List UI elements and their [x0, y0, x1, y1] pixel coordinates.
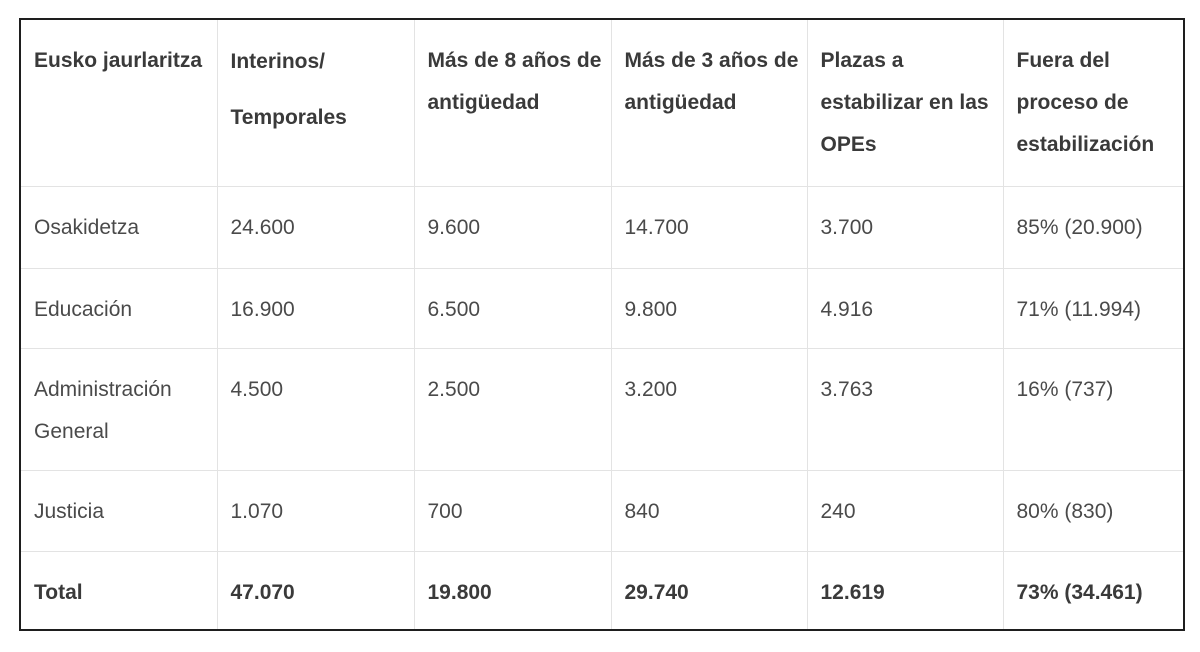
cell-interinos: 16.900 — [217, 268, 415, 349]
cell-mas-8-anos: 6.500 — [414, 268, 612, 349]
table-row: Justicia 1.070 700 840 240 80% (830) — [21, 470, 1183, 552]
header-mas-de-8-anos: Más de 8 años de antigüedad — [414, 20, 612, 187]
table-row: Educación 16.900 6.500 9.800 4.916 71% (… — [21, 268, 1183, 349]
cell-entity: Administración General — [21, 348, 218, 471]
cell-entity: Educación — [21, 268, 218, 349]
header-fuera-del-proceso: Fuera del proceso de estabilización — [1003, 20, 1183, 187]
header-eusko-jaurlaritza: Eusko jaurlaritza — [21, 20, 218, 187]
stabilization-table: Eusko jaurlaritza Interinos/ Temporales … — [21, 20, 1183, 629]
cell-interinos: 24.600 — [217, 186, 415, 269]
cell-plazas: 3.763 — [807, 348, 1004, 471]
cell-fuera: 16% (737) — [1003, 348, 1183, 471]
header-interinos-temporales: Interinos/ Temporales — [217, 20, 415, 187]
cell-fuera: 85% (20.900) — [1003, 186, 1183, 269]
cell-interinos: 4.500 — [217, 348, 415, 471]
cell-plazas: 4.916 — [807, 268, 1004, 349]
header-mas-de-3-anos: Más de 3 años de antigüedad — [611, 20, 808, 187]
cell-mas-3-anos: 3.200 — [611, 348, 808, 471]
total-label: Total — [21, 551, 218, 629]
total-mas-3-anos: 29.740 — [611, 551, 808, 629]
cell-plazas: 240 — [807, 470, 1004, 552]
table-row: Osakidetza 24.600 9.600 14.700 3.700 85%… — [21, 186, 1183, 269]
cell-plazas: 3.700 — [807, 186, 1004, 269]
cell-entity: Justicia — [21, 470, 218, 552]
total-plazas: 12.619 — [807, 551, 1004, 629]
total-mas-8-anos: 19.800 — [414, 551, 612, 629]
cell-mas-3-anos: 9.800 — [611, 268, 808, 349]
cell-fuera: 71% (11.994) — [1003, 268, 1183, 349]
stabilization-table-container: Eusko jaurlaritza Interinos/ Temporales … — [19, 18, 1185, 631]
header-plazas-a-estabilizar: Plazas a estabilizar en las OPEs — [807, 20, 1004, 187]
cell-interinos: 1.070 — [217, 470, 415, 552]
cell-mas-8-anos: 2.500 — [414, 348, 612, 471]
cell-entity: Osakidetza — [21, 186, 218, 269]
cell-mas-3-anos: 14.700 — [611, 186, 808, 269]
table-header-row: Eusko jaurlaritza Interinos/ Temporales … — [21, 20, 1183, 187]
total-interinos: 47.070 — [217, 551, 415, 629]
cell-mas-3-anos: 840 — [611, 470, 808, 552]
table-total-row: Total 47.070 19.800 29.740 12.619 73% (3… — [21, 551, 1183, 629]
cell-mas-8-anos: 9.600 — [414, 186, 612, 269]
total-fuera: 73% (34.461) — [1016, 580, 1143, 604]
cell-fuera: 80% (830) — [1003, 470, 1183, 552]
table-row: Administración General 4.500 2.500 3.200… — [21, 348, 1183, 471]
cell-mas-8-anos: 700 — [414, 470, 612, 552]
